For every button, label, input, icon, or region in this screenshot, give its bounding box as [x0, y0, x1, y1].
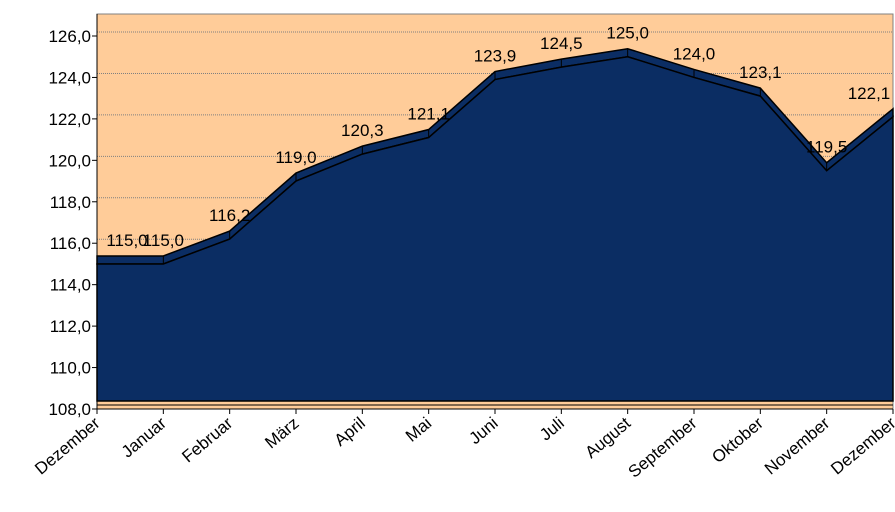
data-label: 120,3 — [341, 121, 384, 140]
x-tick-label: März — [261, 414, 302, 453]
x-tick-label: November — [761, 413, 834, 478]
x-tick-label: Februar — [178, 413, 236, 466]
data-label: 124,0 — [673, 44, 716, 63]
x-tick-label: Mai — [402, 414, 435, 446]
data-label: 119,0 — [275, 148, 316, 167]
data-label: 122,1 — [848, 84, 891, 103]
y-tick-label: 116,0 — [50, 234, 91, 253]
y-tick-label: 124,0 — [48, 68, 91, 87]
x-tick-label: August — [581, 413, 634, 462]
x-tick-label: Juli — [536, 414, 568, 445]
area — [96, 55, 894, 402]
y-tick-label: 112,0 — [50, 317, 91, 336]
x-tick-label: Dezember — [31, 413, 104, 478]
data-label: 124,5 — [540, 34, 583, 53]
data-label: 123,1 — [739, 63, 782, 82]
x-tick-label: September — [625, 413, 701, 481]
x-tick-label: Juni — [465, 414, 501, 449]
x-tick-label: Oktober — [708, 413, 767, 467]
y-tick-label: 120,0 — [48, 151, 91, 170]
y-tick-label: 126,0 — [48, 27, 91, 46]
x-tick-label: April — [331, 414, 369, 450]
x-tick-label: Dezember — [827, 413, 895, 478]
data-label: 125,0 — [606, 24, 649, 43]
y-tick-label: 110,0 — [50, 359, 91, 378]
data-label: 121,1 — [407, 105, 450, 124]
data-label: 116,2 — [209, 206, 250, 225]
x-tick-label: Januar — [118, 413, 170, 461]
y-tick-label: 118,0 — [50, 193, 91, 212]
data-label: 123,9 — [474, 47, 517, 66]
data-label: 119,5 — [806, 138, 847, 157]
data-label: 115,0 — [106, 231, 147, 250]
y-tick-label: 114,0 — [50, 276, 91, 295]
y-tick-label: 122,0 — [48, 110, 91, 129]
y-tick-label: 108,0 — [48, 400, 91, 419]
data-label: 115,0 — [143, 231, 184, 250]
